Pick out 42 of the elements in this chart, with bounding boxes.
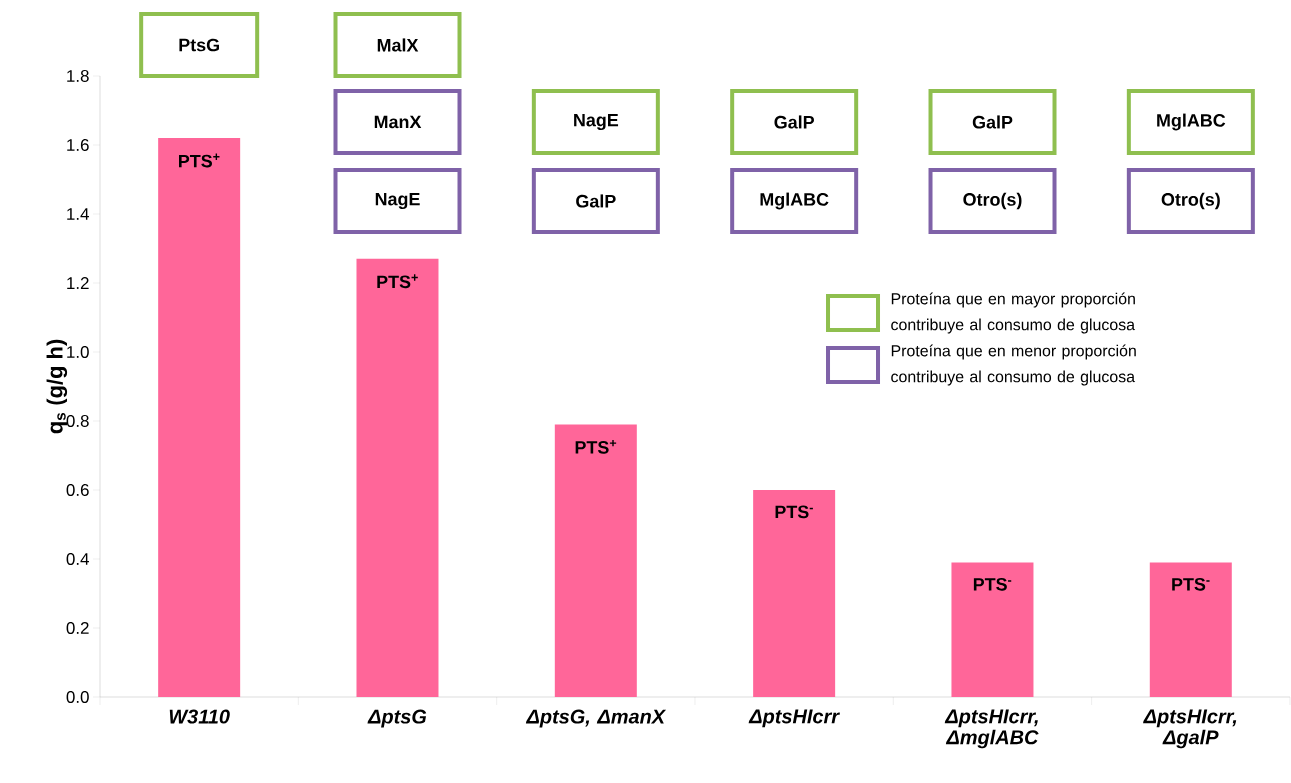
x-tick-label: ΔptsG, ΔmanX — [525, 709, 667, 728]
annotation: Otro(s) — [1161, 192, 1220, 210]
y-tick-label: 1.4 — [67, 208, 89, 220]
annotation: Proteína que en mayor proporción contribuye al consumo de glucosa — [891, 292, 1136, 334]
y-tick-label: 1.8 — [67, 69, 89, 82]
x-tick-label: ΔptsHIcrr, ΔgalP — [1143, 709, 1237, 749]
y-tick-label: 1.0 — [67, 346, 89, 358]
bar — [1149, 562, 1232, 697]
bar — [951, 562, 1034, 697]
annotation: Otro(s) — [963, 192, 1022, 210]
annotation: NagE — [574, 113, 619, 131]
bar — [356, 258, 439, 697]
annotation: Proteína que en menor proporción contribuye al consumo de glucosa — [891, 344, 1136, 386]
y-tick-label: 1.6 — [67, 138, 89, 151]
x-tick-label: ΔptsG — [367, 709, 427, 728]
bar — [554, 424, 637, 697]
data-label: PTS$^{+}$ — [179, 153, 220, 168]
y-tick-label: 0.8 — [66, 415, 89, 427]
text: PtsG — [179, 38, 219, 52]
y-tick-label: 0.4 — [66, 553, 89, 565]
y-tick-label: 1.2 — [67, 277, 89, 289]
data-label: PTS$^{-}$ — [1172, 577, 1210, 591]
annotation: ManX — [374, 115, 422, 129]
bar — [158, 138, 241, 697]
y-tick-label: 0.0 — [66, 691, 89, 703]
data-label: PTS$^{-}$ — [775, 505, 813, 519]
x-tick-label: ΔptsHIcrr, ΔmglABC — [944, 709, 1039, 749]
annotation: GalP — [972, 115, 1013, 129]
x-tick-label: W3110 — [169, 709, 230, 724]
text: MalX — [377, 38, 419, 52]
annotation: NagE — [375, 192, 420, 210]
y-tick-label: 0.2 — [66, 622, 89, 634]
y-tick-label: 0.6 — [66, 484, 89, 496]
annotation: MglABC — [760, 192, 829, 210]
annotation: GalP — [576, 194, 616, 208]
data-label: PTS$^{+}$ — [575, 439, 617, 454]
x-tick-label: ΔptsHIcrr — [748, 709, 840, 728]
annotation: MglABC — [1157, 113, 1226, 131]
annotation: GalP — [774, 115, 814, 129]
data-label: PTS$^{-}$ — [973, 577, 1012, 591]
bar — [753, 490, 836, 697]
data-label: PTS$^{+}$ — [377, 274, 418, 289]
